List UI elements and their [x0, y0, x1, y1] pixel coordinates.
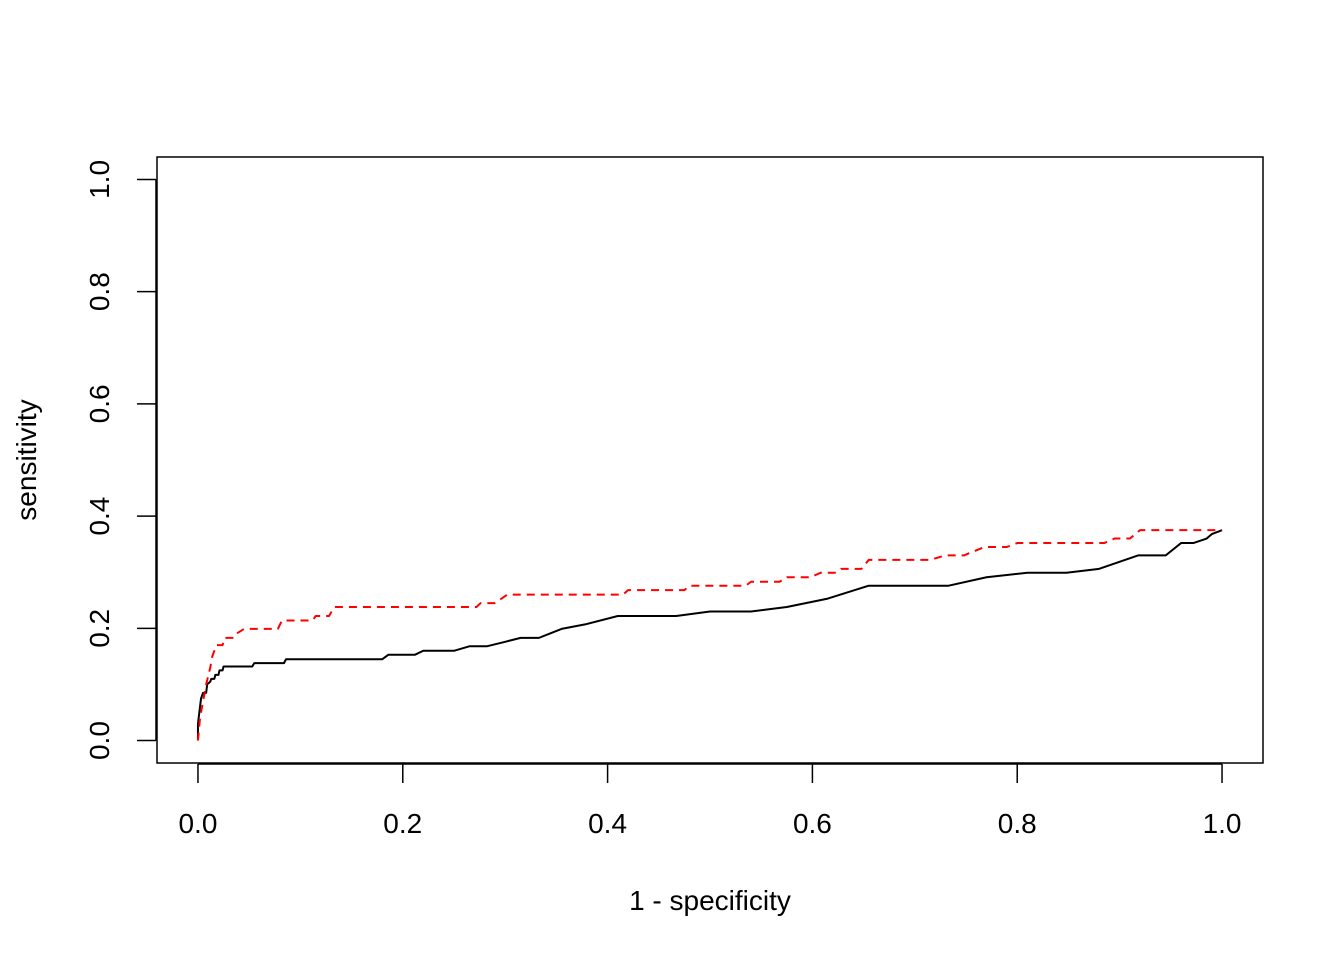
y-axis: 0.0 0.2 0.4 0.6 0.8 1.0 — [84, 160, 157, 760]
x-axis: 0.0 0.2 0.4 0.6 0.8 1.0 — [178, 763, 1242, 839]
x-tick-label: 0.2 — [383, 808, 422, 839]
y-tick-label: 1.0 — [84, 160, 115, 199]
x-axis-label: 1 - specificity — [629, 885, 791, 916]
x-tick-label: 0.4 — [588, 808, 627, 839]
y-tick-label: 0.2 — [84, 609, 115, 648]
y-tick-label: 0.0 — [84, 721, 115, 760]
y-tick-label: 0.6 — [84, 384, 115, 423]
x-tick-label: 0.8 — [998, 808, 1037, 839]
y-tick-label: 0.8 — [84, 272, 115, 311]
y-tick-label: 0.4 — [84, 497, 115, 536]
y-axis-label: sensitivity — [11, 399, 42, 520]
series-line-2 — [196, 529, 1223, 741]
x-tick-label: 0.6 — [793, 808, 832, 839]
x-tick-label: 1.0 — [1203, 808, 1242, 839]
plot-area-border — [156, 156, 1264, 764]
x-tick-label: 0.0 — [178, 808, 217, 839]
series-line-1 — [196, 529, 1223, 741]
series-layer — [196, 529, 1223, 741]
